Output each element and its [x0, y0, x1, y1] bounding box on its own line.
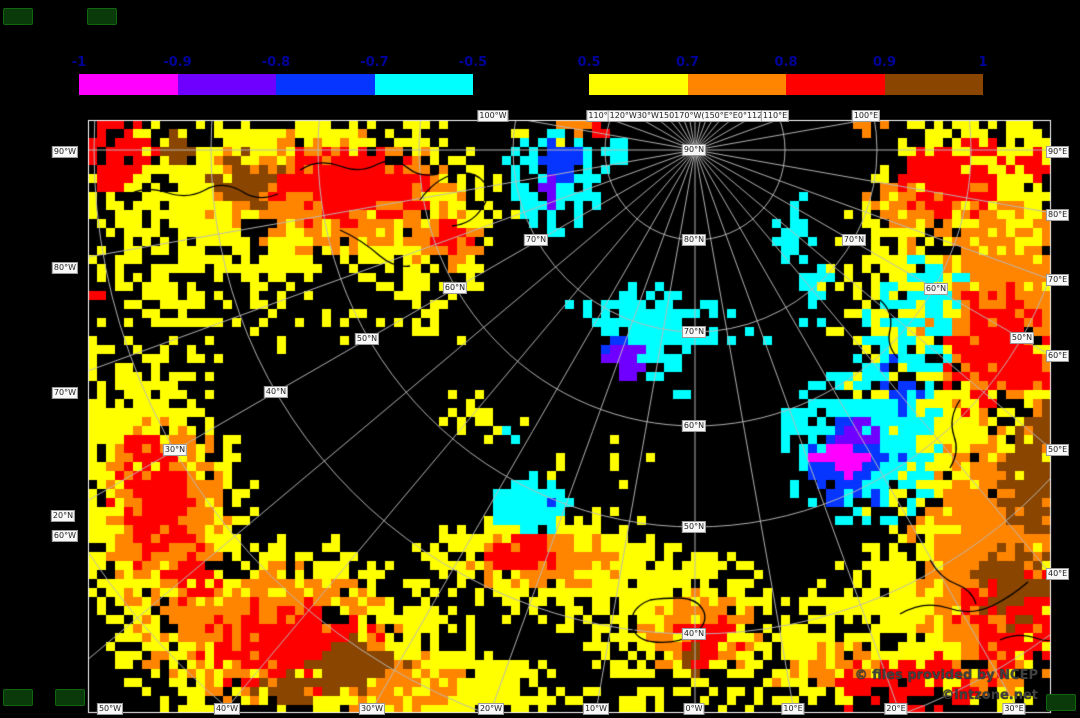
latitude-label: 90°N	[681, 144, 707, 156]
left-meridian-label: 80°W	[51, 262, 78, 274]
latitude-label: 50°N	[354, 333, 380, 345]
colorbar-tick-label: 1	[978, 55, 988, 70]
bottom-meridian-label: 30°W	[358, 703, 386, 715]
colorbar-tick-label: 0.9	[872, 55, 897, 70]
right-meridian-label: 60°E	[1046, 350, 1070, 362]
latitude-label: 60°N	[681, 420, 707, 432]
right-meridian-label: 90°E	[1046, 146, 1070, 158]
bottom-meridian-label: 20°E	[884, 703, 908, 715]
bottom-meridian-label: 50°W	[96, 703, 124, 715]
latitude-label: 80°N	[681, 234, 707, 246]
colorbar-tick-label: -1	[71, 55, 87, 70]
colorbar-tick-label: -0.9	[163, 55, 192, 70]
corner-chip	[55, 689, 85, 706]
top-meridian-label: 120°W30°W150170°W(150°E°E0°1120°E	[607, 110, 779, 122]
left-meridian-label: 60°W	[51, 530, 78, 542]
top-meridian-label: 100°E	[851, 110, 881, 122]
colorbar-segment	[884, 74, 983, 95]
watermark: © files provided by NCEP ©intzone.net	[855, 666, 1038, 706]
right-meridian-label: 80°E	[1046, 209, 1070, 221]
bottom-meridian-label: 40°W	[213, 703, 241, 715]
latitude-label: 60°N	[923, 283, 949, 295]
latitude-label: 70°N	[841, 234, 867, 246]
colorbar-segment	[276, 74, 375, 95]
colorbar-segment	[589, 74, 688, 95]
watermark-line1: © files provided by NCEP	[854, 668, 1038, 683]
left-meridian-label: 70°W	[51, 387, 78, 399]
latitude-label: 50°N	[681, 521, 707, 533]
latitude-label: 50°N	[1009, 332, 1035, 344]
corner-chip	[3, 689, 33, 706]
latitude-label: 70°N	[681, 326, 707, 338]
colorbar-tick-label: -0.8	[261, 55, 291, 70]
latitude-label: 40°N	[681, 628, 707, 640]
corner-chip	[1046, 694, 1076, 711]
corner-chip	[87, 8, 117, 25]
negative-colorbar	[78, 73, 474, 96]
bottom-meridian-label: 0°W	[683, 703, 705, 715]
colorbar-segment	[786, 74, 885, 95]
bottom-meridian-label: 30°E	[1002, 703, 1026, 715]
bottom-meridian-label: 10°W	[582, 703, 610, 715]
colorbar-tick-label: 0.7	[675, 55, 700, 70]
colorbar-tick-label: -0.7	[360, 55, 389, 70]
colorbar-tick-label: -0.5	[458, 55, 488, 70]
latitude-label: 60°N	[442, 282, 468, 294]
colorbar-segment	[79, 74, 178, 95]
latitude-label: 30°N	[162, 444, 188, 456]
top-meridian-label: 100°W	[477, 110, 509, 122]
colorbar-segment	[177, 74, 276, 95]
bottom-meridian-label: 10°E	[781, 703, 805, 715]
right-meridian-label: 50°E	[1046, 444, 1070, 456]
watermark-line2: ©intzone.net	[941, 688, 1038, 703]
corner-chip	[3, 8, 33, 25]
latitude-label: 40°N	[263, 386, 289, 398]
colorbar-segment	[374, 74, 473, 95]
positive-colorbar	[588, 73, 984, 96]
colorbar-tick-label: 0.8	[774, 55, 798, 70]
latitude-label: 20°N	[50, 510, 76, 522]
top-meridian-label: 110°E	[760, 110, 790, 122]
right-meridian-label: 70°E	[1046, 274, 1070, 286]
bottom-meridian-label: 20°W	[477, 703, 505, 715]
colorbar-segment	[687, 74, 786, 95]
colorbar-tick-label: 0.5	[577, 55, 601, 70]
latitude-label: 70°N	[523, 234, 549, 246]
right-meridian-label: 40°E	[1046, 568, 1070, 580]
left-meridian-label: 90°W	[51, 146, 78, 158]
